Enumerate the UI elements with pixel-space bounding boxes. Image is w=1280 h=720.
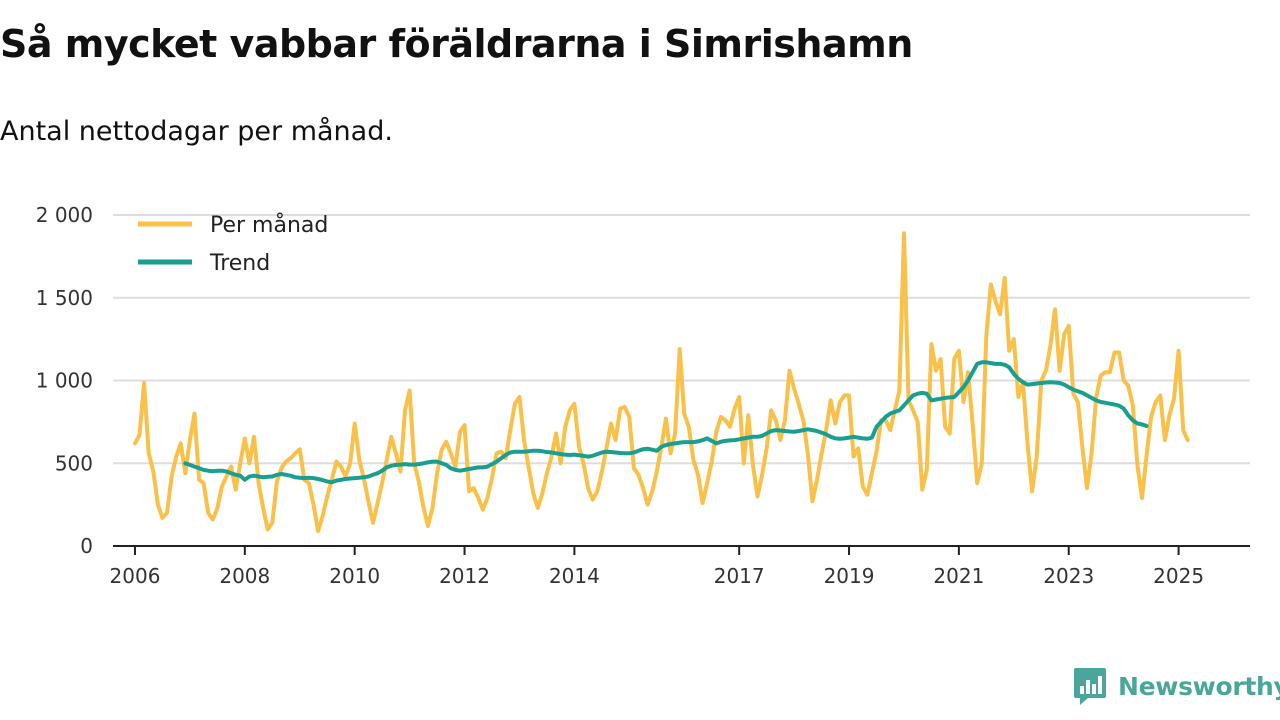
legend: Per månad Trend: [138, 212, 328, 276]
y-tick-label: 500: [55, 451, 93, 475]
series-line-trend: [183, 360, 1149, 485]
legend-label: Per månad: [210, 212, 328, 238]
brand-name: Newsworthy: [1118, 671, 1280, 701]
x-tick-label: 2021: [933, 564, 984, 588]
y-tick-label: 0: [80, 534, 93, 558]
x-tick-label: 2019: [824, 564, 875, 588]
x-tick-label: 2023: [1043, 564, 1094, 588]
series-line-per-manad: [133, 231, 1190, 534]
brand-logo[interactable]: Newsworthy: [1072, 666, 1280, 706]
x-tick-label: 2012: [439, 564, 490, 588]
axes: 0 500 1 000 1 500 2 000 2006 2008 2010 2012 2014 2…: [36, 203, 1250, 588]
x-tick-label: 2010: [329, 564, 380, 588]
x-tick-label: 2017: [714, 564, 765, 588]
y-tick-label: 1 500: [36, 286, 93, 310]
x-tick-label: 2008: [219, 564, 270, 588]
chart-subtitle: Antal nettodagar per månad.: [0, 116, 393, 147]
chart-title: Så mycket vabbar föräldrarna i Simrisham…: [0, 22, 913, 66]
bar-chart-icon: [1074, 668, 1106, 705]
x-tick-label: 2014: [549, 564, 600, 588]
legend-label: Trend: [209, 251, 270, 276]
y-tick-label: 1 000: [36, 369, 93, 393]
y-tick-label: 2 000: [36, 203, 93, 227]
x-tick-label: 2006: [110, 564, 161, 588]
x-tick-label: 2025: [1153, 564, 1204, 588]
series-lines: [133, 231, 1190, 534]
